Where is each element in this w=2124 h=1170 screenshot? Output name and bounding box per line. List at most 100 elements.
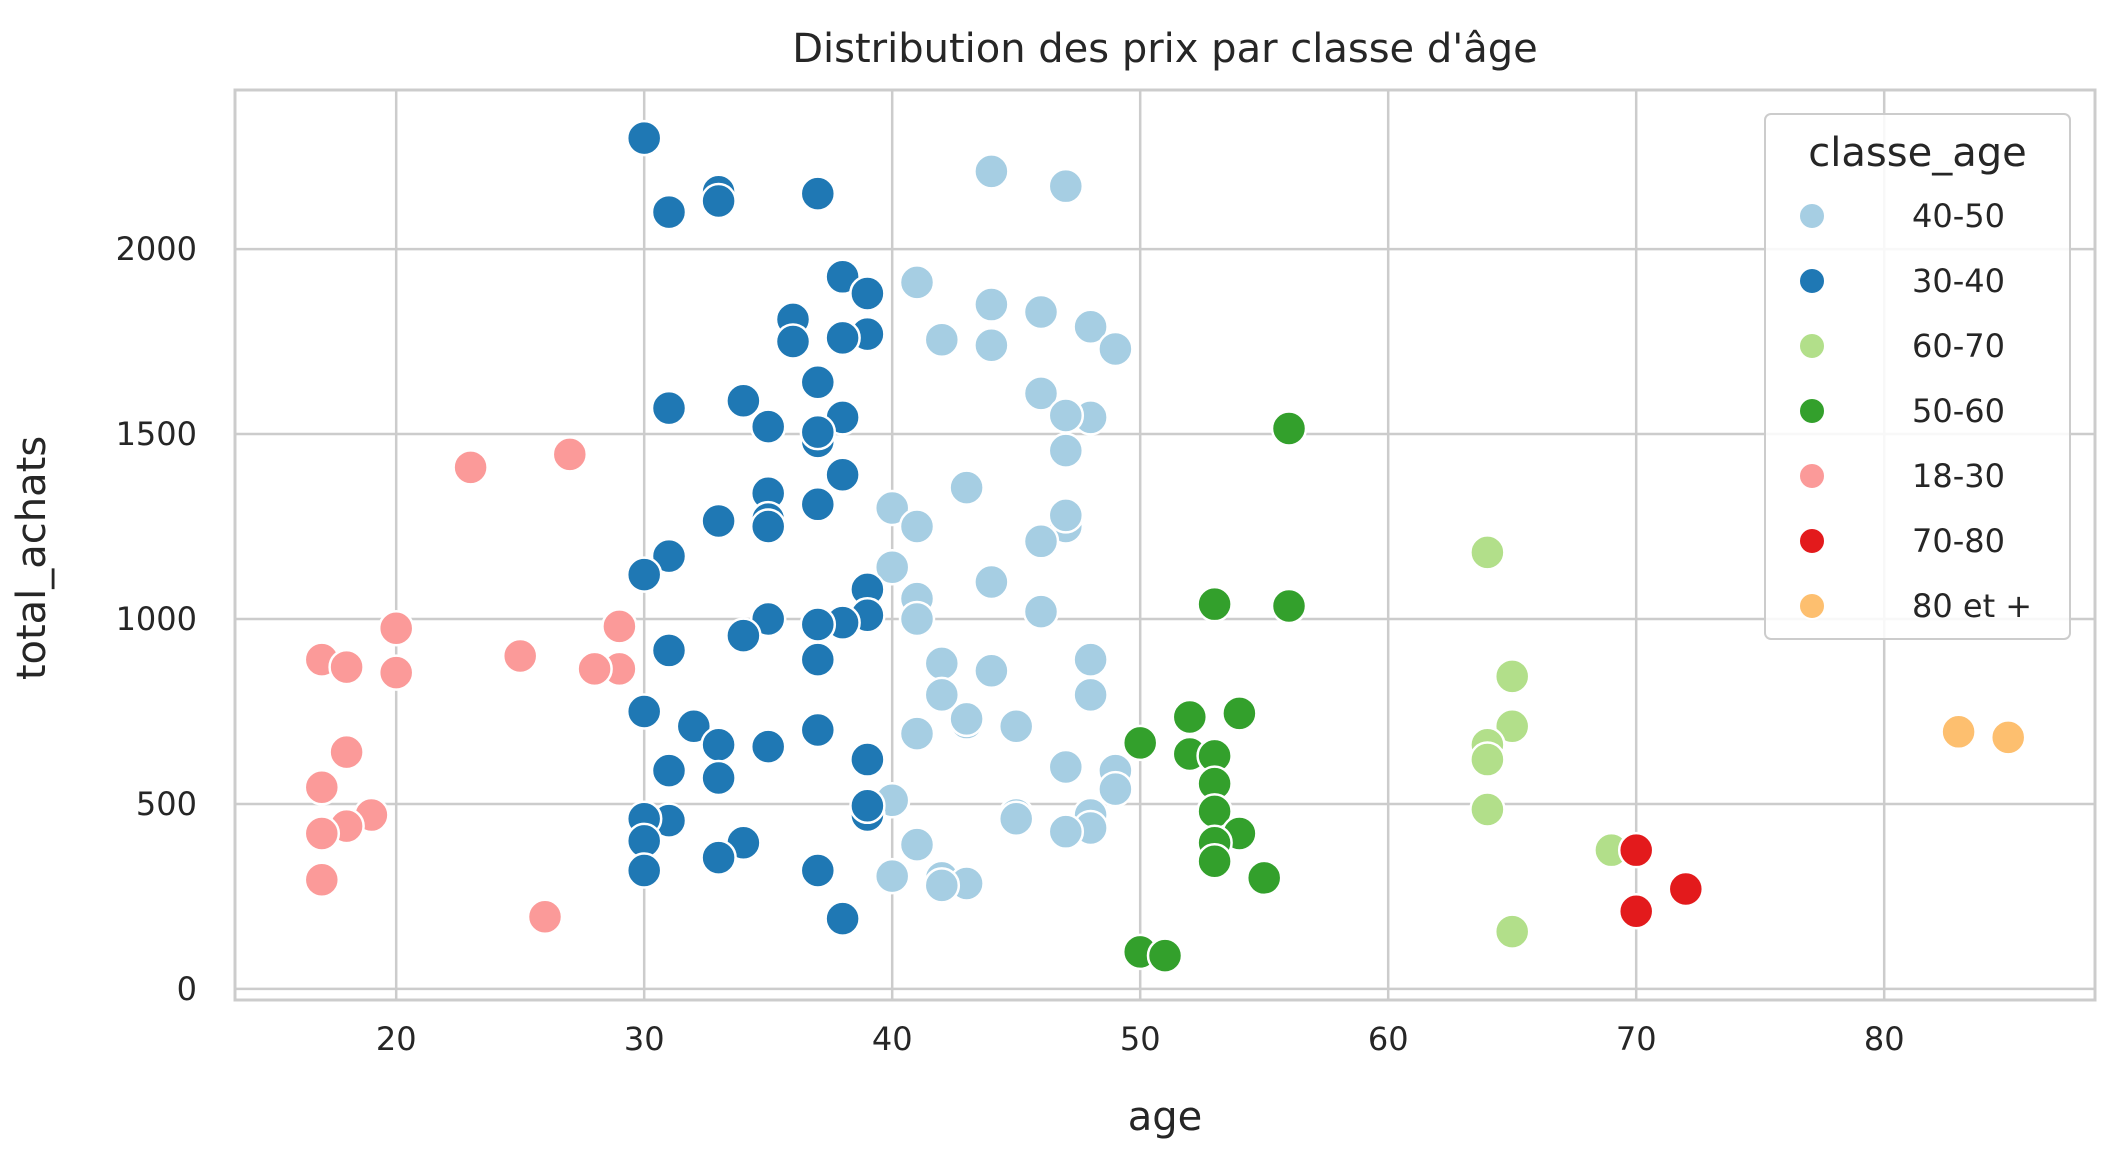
data-point bbox=[1469, 534, 1506, 571]
legend-box bbox=[1764, 113, 2071, 640]
data-point bbox=[849, 741, 886, 778]
data-point bbox=[725, 617, 762, 654]
data-point bbox=[1270, 587, 1308, 625]
data-point bbox=[898, 715, 936, 752]
data-point bbox=[873, 857, 911, 895]
legend-marker bbox=[1798, 462, 1826, 490]
data-point bbox=[973, 652, 1010, 690]
x-tick-label: 40 bbox=[872, 1020, 913, 1058]
data-point bbox=[1469, 791, 1506, 828]
data-point bbox=[700, 182, 737, 220]
data-point bbox=[824, 319, 861, 357]
data-point bbox=[849, 275, 886, 312]
legend-marker bbox=[1798, 397, 1826, 425]
data-point bbox=[1989, 719, 2027, 756]
data-point bbox=[1072, 641, 1109, 678]
data-point bbox=[749, 728, 787, 765]
data-point bbox=[650, 752, 688, 789]
data-point bbox=[625, 119, 663, 157]
data-point bbox=[377, 609, 415, 647]
plot-frame bbox=[233, 88, 2097, 1002]
data-point bbox=[650, 193, 688, 231]
data-point bbox=[303, 815, 341, 852]
data-point bbox=[1270, 410, 1308, 447]
data-point bbox=[650, 389, 688, 427]
data-point bbox=[799, 175, 837, 212]
data-point bbox=[997, 708, 1035, 745]
data-point bbox=[700, 502, 737, 540]
legend-label: 18-30 bbox=[1912, 457, 2005, 495]
y-tick-label: 0 bbox=[177, 970, 197, 1008]
data-point bbox=[501, 637, 539, 675]
data-point bbox=[799, 363, 837, 401]
data-point bbox=[973, 286, 1010, 323]
data-point bbox=[898, 264, 936, 301]
data-points bbox=[303, 119, 2027, 974]
data-point bbox=[1617, 831, 1655, 869]
data-point bbox=[1171, 698, 1209, 736]
legend-marker bbox=[1798, 332, 1826, 360]
legend-label: 40-50 bbox=[1912, 197, 2005, 235]
data-point bbox=[1196, 585, 1233, 623]
data-point bbox=[898, 508, 936, 545]
data-point bbox=[1022, 593, 1060, 630]
y-tick-label: 1000 bbox=[116, 600, 197, 638]
data-point bbox=[601, 608, 638, 645]
data-point bbox=[923, 867, 961, 904]
data-point bbox=[997, 800, 1035, 837]
data-point bbox=[1617, 892, 1655, 930]
x-tick-label: 30 bbox=[624, 1020, 665, 1058]
data-point bbox=[1097, 770, 1134, 808]
data-point bbox=[749, 408, 787, 445]
data-point bbox=[849, 787, 886, 825]
y-tick-label: 500 bbox=[136, 785, 197, 823]
data-point bbox=[452, 449, 489, 486]
data-point bbox=[551, 436, 589, 473]
y-tick-label: 1500 bbox=[116, 415, 197, 453]
data-point bbox=[923, 676, 961, 714]
data-point bbox=[650, 632, 688, 669]
data-point bbox=[700, 726, 737, 764]
data-point bbox=[1493, 708, 1531, 745]
data-point bbox=[1493, 658, 1531, 695]
data-point bbox=[774, 323, 812, 360]
data-point bbox=[873, 548, 911, 586]
data-point bbox=[1072, 308, 1109, 345]
data-point bbox=[799, 641, 837, 678]
data-point bbox=[749, 508, 787, 545]
data-point bbox=[303, 861, 341, 899]
data-point bbox=[799, 486, 837, 523]
data-point bbox=[923, 645, 961, 682]
data-point bbox=[973, 153, 1010, 190]
legend-marker bbox=[1798, 267, 1826, 295]
data-point bbox=[799, 711, 837, 749]
data-point bbox=[1667, 870, 1705, 908]
legend-marker bbox=[1798, 592, 1826, 620]
data-point bbox=[377, 654, 415, 691]
data-point bbox=[650, 537, 688, 575]
legend: classe_age 40-50 30-40 60-70 50-60 18-30 70-8… bbox=[1764, 113, 2071, 640]
y-axis-label: total_achats bbox=[9, 436, 55, 680]
data-point bbox=[700, 839, 737, 876]
data-point bbox=[1047, 167, 1085, 205]
data-point bbox=[1022, 293, 1060, 331]
data-point bbox=[1022, 375, 1060, 412]
legend-label: 50-60 bbox=[1912, 392, 2005, 430]
legend-marker bbox=[1798, 527, 1826, 555]
data-point bbox=[675, 708, 713, 745]
x-tick-label: 20 bbox=[376, 1020, 417, 1058]
data-point bbox=[824, 900, 861, 937]
data-point bbox=[1146, 937, 1184, 974]
data-point bbox=[1072, 676, 1109, 714]
data-point bbox=[898, 826, 936, 863]
data-point bbox=[1940, 713, 1977, 751]
data-point bbox=[576, 650, 613, 688]
data-point bbox=[799, 413, 837, 451]
legend-label: 30-40 bbox=[1912, 262, 2005, 300]
data-point bbox=[1047, 497, 1085, 534]
data-point bbox=[1047, 748, 1085, 786]
y-tick-label: 2000 bbox=[116, 230, 197, 268]
data-point bbox=[625, 556, 663, 593]
data-point bbox=[328, 733, 365, 771]
